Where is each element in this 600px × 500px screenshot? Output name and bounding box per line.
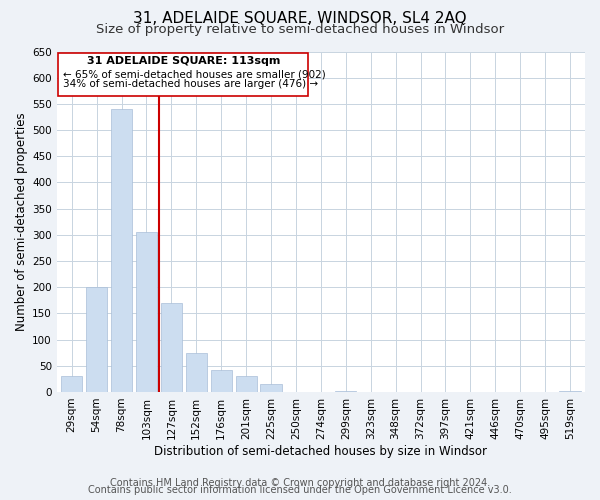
Bar (260, 384, 281, 392)
Text: ← 65% of semi-detached houses are smaller (902): ← 65% of semi-detached houses are smalle… (63, 69, 326, 79)
Bar (186, 352, 207, 392)
Bar (136, 232, 157, 392)
FancyBboxPatch shape (58, 52, 308, 96)
Text: Size of property relative to semi-detached houses in Windsor: Size of property relative to semi-detach… (96, 22, 504, 36)
Bar (211, 370, 232, 392)
Bar (161, 303, 182, 392)
Text: 31, ADELAIDE SQUARE, WINDSOR, SL4 2AQ: 31, ADELAIDE SQUARE, WINDSOR, SL4 2AQ (133, 11, 467, 26)
Text: Contains public sector information licensed under the Open Government Licence v3: Contains public sector information licen… (88, 485, 512, 495)
Text: 34% of semi-detached houses are larger (476) →: 34% of semi-detached houses are larger (… (63, 80, 318, 90)
Bar (335, 391, 356, 392)
Bar (61, 376, 82, 392)
Bar (236, 376, 257, 392)
Y-axis label: Number of semi-detached properties: Number of semi-detached properties (15, 112, 28, 331)
Text: Contains HM Land Registry data © Crown copyright and database right 2024.: Contains HM Land Registry data © Crown c… (110, 478, 490, 488)
Text: 31 ADELAIDE SQUARE: 113sqm: 31 ADELAIDE SQUARE: 113sqm (86, 56, 280, 66)
Bar (111, 109, 132, 392)
Bar (559, 391, 581, 392)
X-axis label: Distribution of semi-detached houses by size in Windsor: Distribution of semi-detached houses by … (154, 444, 487, 458)
Bar (86, 287, 107, 392)
